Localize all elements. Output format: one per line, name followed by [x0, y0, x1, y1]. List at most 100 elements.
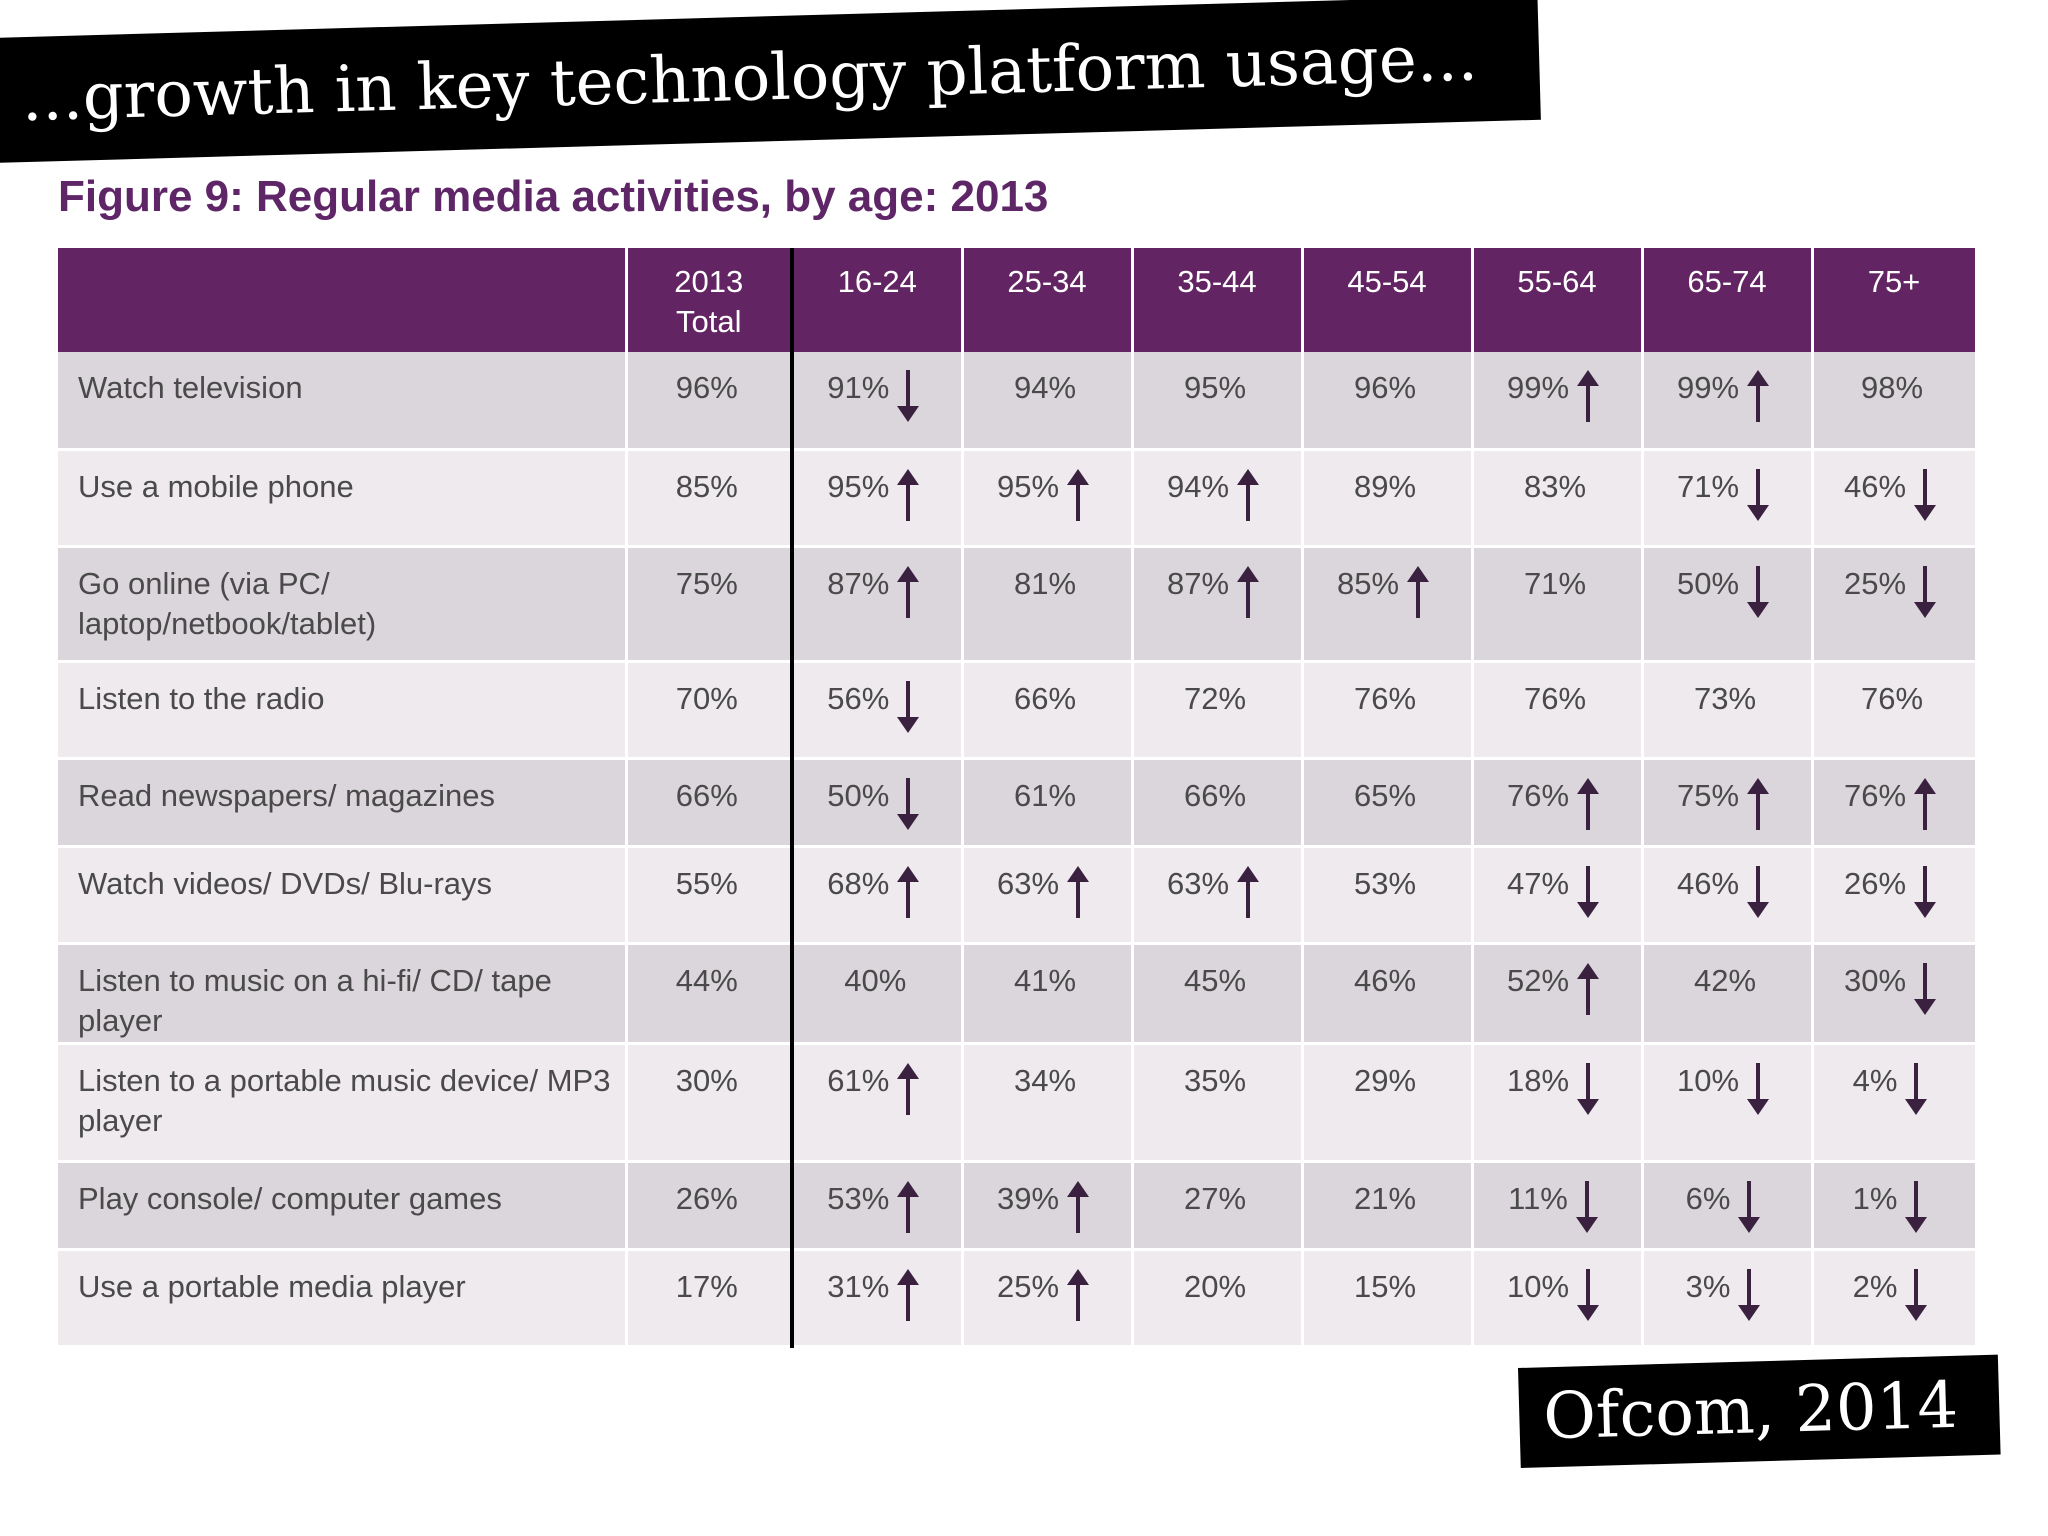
value-text: 47% [1506, 865, 1570, 901]
value-cell: 10% [1642, 1043, 1814, 1163]
value-text: 96% [675, 370, 738, 405]
value-cell: 53% [792, 1161, 964, 1251]
row-label: Use a mobile phone [58, 449, 628, 548]
value-text: 15% [1353, 1268, 1417, 1304]
value-text: 75% [675, 565, 738, 601]
arrow-down-icon [1573, 1268, 1603, 1321]
arrow-up-icon [893, 1180, 923, 1233]
arrow-up-icon [1233, 565, 1263, 618]
value-cell: 94% [962, 352, 1134, 451]
value-cell: 70% [626, 661, 794, 760]
value-cell: 10% [1472, 1249, 1644, 1348]
table-row: Go online (via PC/ laptop/netbook/tablet… [58, 546, 1978, 663]
value-cell: 46% [1302, 943, 1474, 1045]
table-row: Listen to a portable music device/ MP3 p… [58, 1043, 1978, 1163]
value-text: 71% [1676, 468, 1740, 504]
arrow-up-icon [1910, 777, 1940, 830]
value-text: 66% [1183, 777, 1247, 813]
arrow-down-icon [1743, 468, 1773, 521]
value-text: 76% [1860, 680, 1924, 716]
value-text: 18% [1506, 1062, 1570, 1098]
header-45-54: 45-54 [1302, 248, 1474, 352]
value-text: 29% [1353, 1062, 1417, 1098]
arrow-up-icon [1233, 865, 1263, 918]
value-cell: 94% [1132, 449, 1304, 548]
arrow-down-icon [1573, 865, 1603, 918]
value-text: 26% [1843, 865, 1907, 901]
value-text: 99% [1506, 370, 1570, 405]
arrow-down-icon [1901, 1268, 1931, 1321]
value-cell: 71% [1642, 449, 1814, 548]
value-text: 76% [1523, 680, 1587, 716]
table-row: Use a mobile phone 85% 95% 95% 94% 89% 83% 71% 4… [58, 449, 1978, 548]
arrow-down-icon [1910, 865, 1940, 918]
value-text: 94% [1013, 370, 1077, 405]
arrow-up-icon [893, 865, 923, 918]
value-text: 95% [996, 468, 1060, 504]
value-text: 35% [1183, 1062, 1247, 1098]
value-text: 96% [1353, 370, 1417, 405]
value-cell: 50% [1642, 546, 1814, 663]
value-text: 44% [675, 962, 738, 998]
value-text: 70% [675, 680, 738, 716]
arrow-up-icon [1063, 865, 1093, 918]
value-cell: 29% [1302, 1043, 1474, 1163]
value-cell: 55% [626, 846, 794, 945]
value-cell: 75% [626, 546, 794, 663]
value-cell: 99% [1472, 352, 1644, 451]
value-cell: 83% [1472, 449, 1644, 548]
arrow-down-icon [1910, 565, 1940, 618]
table-row: Watch videos/ DVDs/ Blu-rays 55% 68% 63% 63%… [58, 846, 1978, 945]
value-text: 41% [1013, 962, 1077, 998]
value-text: 52% [1506, 962, 1570, 998]
value-text: 30% [1843, 962, 1907, 998]
header-65-74: 65-74 [1642, 248, 1814, 352]
slide-banner: ...growth in key technology platform usa… [0, 0, 1541, 163]
figure-title: Figure 9: Regular media activities, by a… [58, 172, 1049, 221]
value-cell: 66% [626, 758, 794, 848]
value-text: 46% [1843, 468, 1907, 504]
value-cell: 1% [1812, 1161, 1978, 1251]
value-text: 53% [1353, 865, 1417, 901]
value-text: 50% [827, 777, 890, 813]
value-text: 71% [1523, 565, 1587, 601]
value-text: 61% [1013, 777, 1077, 813]
arrow-up-icon [893, 1062, 923, 1115]
value-cell: 46% [1812, 449, 1978, 548]
value-text: 66% [1013, 680, 1077, 716]
value-cell: 95% [1132, 352, 1304, 451]
value-text: 50% [1676, 565, 1740, 601]
arrow-down-icon [1734, 1180, 1764, 1233]
value-text: 89% [1353, 468, 1417, 504]
value-text: 95% [827, 468, 890, 504]
value-cell: 72% [1132, 661, 1304, 760]
value-cell: 26% [1812, 846, 1978, 945]
value-cell: 96% [1302, 352, 1474, 451]
value-text: 75% [1676, 777, 1740, 813]
value-cell: 95% [962, 449, 1134, 548]
media-activities-table: 2013 Total 16-24 25-34 35-44 45-54 55-64… [58, 248, 1978, 1348]
table-row: Listen to music on a hi-fi/ CD/ tape pla… [58, 943, 1978, 1045]
table-row: Watch television 96% 91% 94% 95% 96% 99% 99% 98% [58, 352, 1978, 451]
value-text: 31% [827, 1268, 890, 1304]
value-text: 10% [1506, 1268, 1570, 1304]
value-cell: 46% [1642, 846, 1814, 945]
row-label: Use a portable media player [58, 1249, 628, 1348]
value-cell: 73% [1642, 661, 1814, 760]
value-text: 25% [1843, 565, 1907, 601]
table-row: Play console/ computer games 26% 53% 39% 27%… [58, 1161, 1978, 1251]
value-cell: 61% [962, 758, 1134, 848]
value-cell: 66% [1132, 758, 1304, 848]
row-label: Listen to music on a hi-fi/ CD/ tape pla… [58, 943, 628, 1045]
value-text: 76% [1506, 777, 1570, 813]
value-text: 91% [827, 370, 890, 405]
arrow-up-icon [893, 565, 923, 618]
row-label: Read newspapers/ magazines [58, 758, 628, 848]
value-text: 21% [1353, 1180, 1417, 1216]
value-text: 10% [1676, 1062, 1740, 1098]
value-text: 17% [675, 1268, 738, 1304]
row-label: Go online (via PC/ laptop/netbook/tablet… [58, 546, 628, 663]
value-cell: 15% [1302, 1249, 1474, 1348]
value-text: 83% [1523, 468, 1587, 504]
value-cell: 25% [962, 1249, 1134, 1348]
